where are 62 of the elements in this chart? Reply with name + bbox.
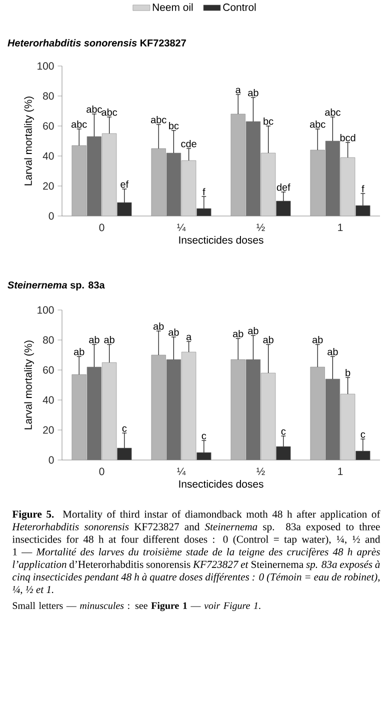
data-label: ab [248,88,258,96]
data-label: a [236,88,241,94]
data-label: c [360,432,366,438]
x-tick-label: ½ [256,468,265,475]
y-axis-title: Larval mortality (%) [24,96,34,186]
data-label: f [362,185,364,192]
data-label: c [122,426,127,432]
data-label: bcd [340,134,356,142]
data-label: ab [328,348,338,356]
y-tick-label: 100 [38,306,54,314]
data-label: ef [120,180,129,188]
data-label: ab [89,336,100,344]
data-label: b [346,368,350,376]
text: Small letters — minuscules : see Figure 1 — voir Figure 1. [12,602,260,612]
data-label: a [186,334,192,340]
y-tick-label: 80 [43,336,54,344]
y-tick-label: 0 [48,456,54,464]
x-tick-label: 1 [338,468,343,475]
data-label: ab [168,328,179,336]
x-axis-title: Insecticides doses [179,236,264,244]
x-tick-label: ¼ [177,468,186,476]
data-label: bc [264,117,274,125]
y-tick-label: 60 [43,366,54,374]
data-label: ab [263,336,274,344]
data-label: cde [181,140,196,148]
data-label: ab [232,330,244,338]
data-label: bc [169,122,179,130]
y-tick-label: 20 [43,426,54,434]
data-label: ab [153,322,164,330]
x-axis-title: Insecticides doses [179,480,264,488]
chart-title: Heterorhabditis sonorensis KF723827 [8,39,186,46]
data-label: def [276,183,290,191]
data-label: abc [86,105,102,113]
text: Figure 5. Mortality of third instar of diamondback moth 48 h after application of Heterorhabditis sonorensis KF723827 and Steinernema sp. 83a exposed to three insecticides for 48 h at four different doses : 0 (Control = tap water), ¼, ½ and 1 — Mortalité des larves du troisième stade de la teigne des crucifères 48 h après l’application d’Heterorhabditis sonorensis KF723827 et Steinernema sp. 83a exposés à cinq insecticides pendant 48 h à quatre doses différentes : 0 (Témoin = eau de robinet), ¼, ½ et 1. [12,510,380,595]
y-tick-label: 0 [48,212,54,220]
x-tick-label: 0 [99,224,104,232]
y-tick-label: 40 [42,396,54,404]
x-tick-label: ½ [256,224,265,231]
data-label: abc [150,116,166,124]
y-tick-label: 20 [43,182,54,190]
x-tick-label: ¼ [177,224,186,232]
y-tick-label: 80 [43,92,54,100]
x-tick-label: 0 [99,468,104,476]
x-tick-label: 1 [338,224,343,231]
data-label: abc [325,108,340,116]
data-label: ab [312,336,323,344]
data-label: c [281,429,286,435]
data-label: ab [248,326,258,334]
data-label: c [202,434,206,440]
legend-label: Control [223,3,256,11]
data-label: abc [310,120,326,128]
data-label: abc [102,108,118,116]
chart-title: Steinernema sp. 83a [8,281,105,291]
data-label: abc [71,120,87,128]
legend-label: Neem oil [152,3,193,11]
y-axis-title: Larval mortality (%) [24,340,34,430]
data-label: f [202,188,206,196]
data-label: ab [104,336,114,344]
y-tick-label: 40 [42,152,54,160]
y-tick-label: 60 [43,122,54,130]
data-label: ab [74,348,84,356]
y-tick-label: 100 [38,62,54,70]
